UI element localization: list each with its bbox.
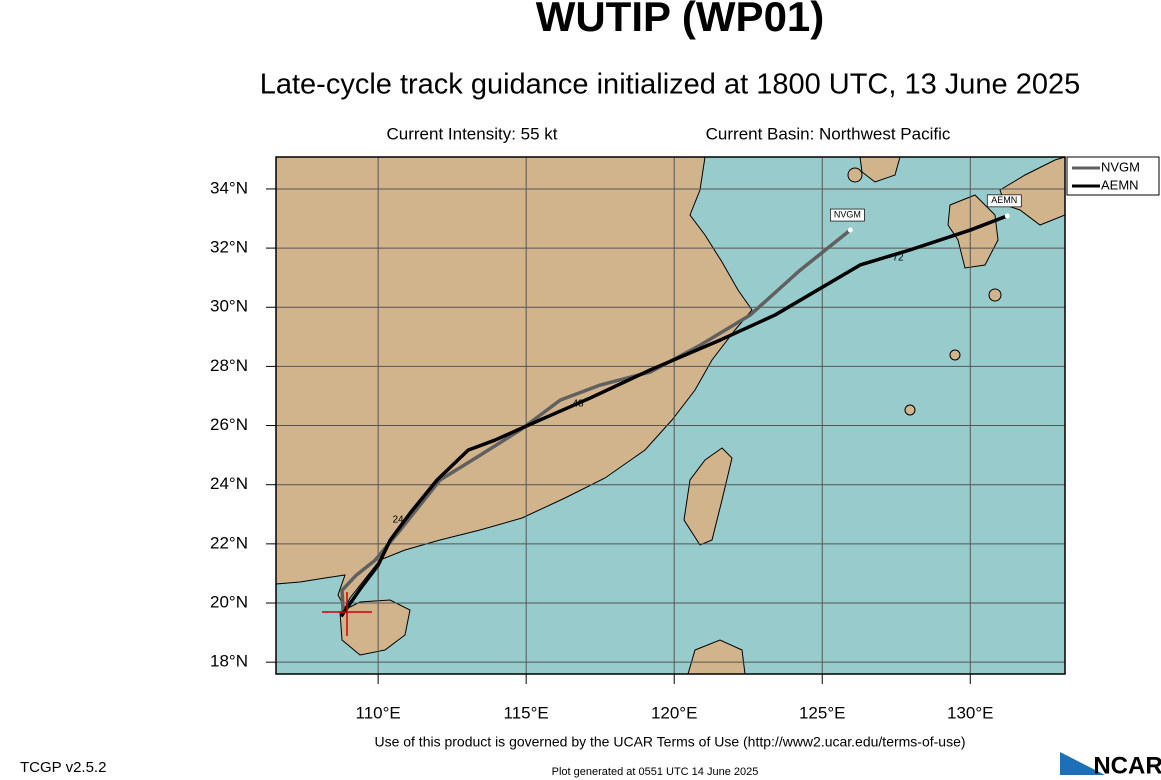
- map: [276, 157, 1065, 674]
- plot-frame: [275, 156, 1066, 675]
- x-tick-label: 120°E: [651, 703, 698, 722]
- track-end: [847, 227, 853, 233]
- terms: Use of this product is governed by the U…: [374, 734, 965, 750]
- mainland: [276, 157, 753, 610]
- x-tick-label: 130°E: [947, 703, 994, 722]
- end-label: AEMN: [991, 195, 1017, 205]
- taiwan: [683, 447, 733, 546]
- legend-label: AEMN: [1101, 177, 1139, 192]
- chart-subtitle: Late-cycle track guidance initialized at…: [260, 69, 1081, 101]
- y-tick-label: 26°N: [210, 415, 248, 434]
- chart-title: WUTIP (WP01): [536, 0, 825, 40]
- legend-label: NVGM: [1101, 159, 1140, 174]
- island: [988, 288, 1002, 302]
- version: TCGP v2.5.2: [20, 759, 106, 776]
- end-label-box: [830, 208, 865, 222]
- x-tick-label: 115°E: [504, 703, 549, 722]
- track-end: [1004, 213, 1010, 219]
- y-tick-label: 30°N: [210, 297, 248, 316]
- hainan: [339, 599, 411, 656]
- y-tick-label: 24°N: [210, 474, 248, 493]
- legend: [1066, 156, 1160, 196]
- hour-label: 48: [572, 399, 584, 410]
- generated: Plot generated at 0551 UTC 14 June 2025: [552, 766, 759, 778]
- basin: Current Basin: Northwest Pacific: [706, 124, 951, 143]
- y-tick-label: 34°N: [210, 178, 248, 197]
- legend-box: [1066, 156, 1160, 196]
- island: [904, 404, 916, 416]
- end-label: NVGM: [834, 209, 861, 219]
- x-tick-label: 125°E: [799, 703, 846, 722]
- korea: [859, 157, 901, 183]
- y-tick-label: 32°N: [210, 238, 248, 257]
- y-tick-label: 28°N: [210, 356, 248, 375]
- hour-label: 24: [392, 515, 404, 526]
- logo: NCAR: [1093, 752, 1161, 779]
- x-tick-label: 110°E: [356, 703, 401, 722]
- logo-mark: [1060, 752, 1105, 775]
- jeju: [847, 167, 863, 183]
- track-line: [339, 214, 1008, 618]
- intensity: Current Intensity: 55 kt: [386, 124, 557, 143]
- kyushu: [947, 194, 999, 269]
- end-label-box: [986, 194, 1022, 208]
- y-tick-label: 20°N: [210, 593, 248, 612]
- y-tick-label: 18°N: [210, 652, 248, 671]
- hour-label: 72: [892, 253, 904, 264]
- island: [949, 349, 961, 361]
- y-tick-label: 22°N: [210, 533, 248, 552]
